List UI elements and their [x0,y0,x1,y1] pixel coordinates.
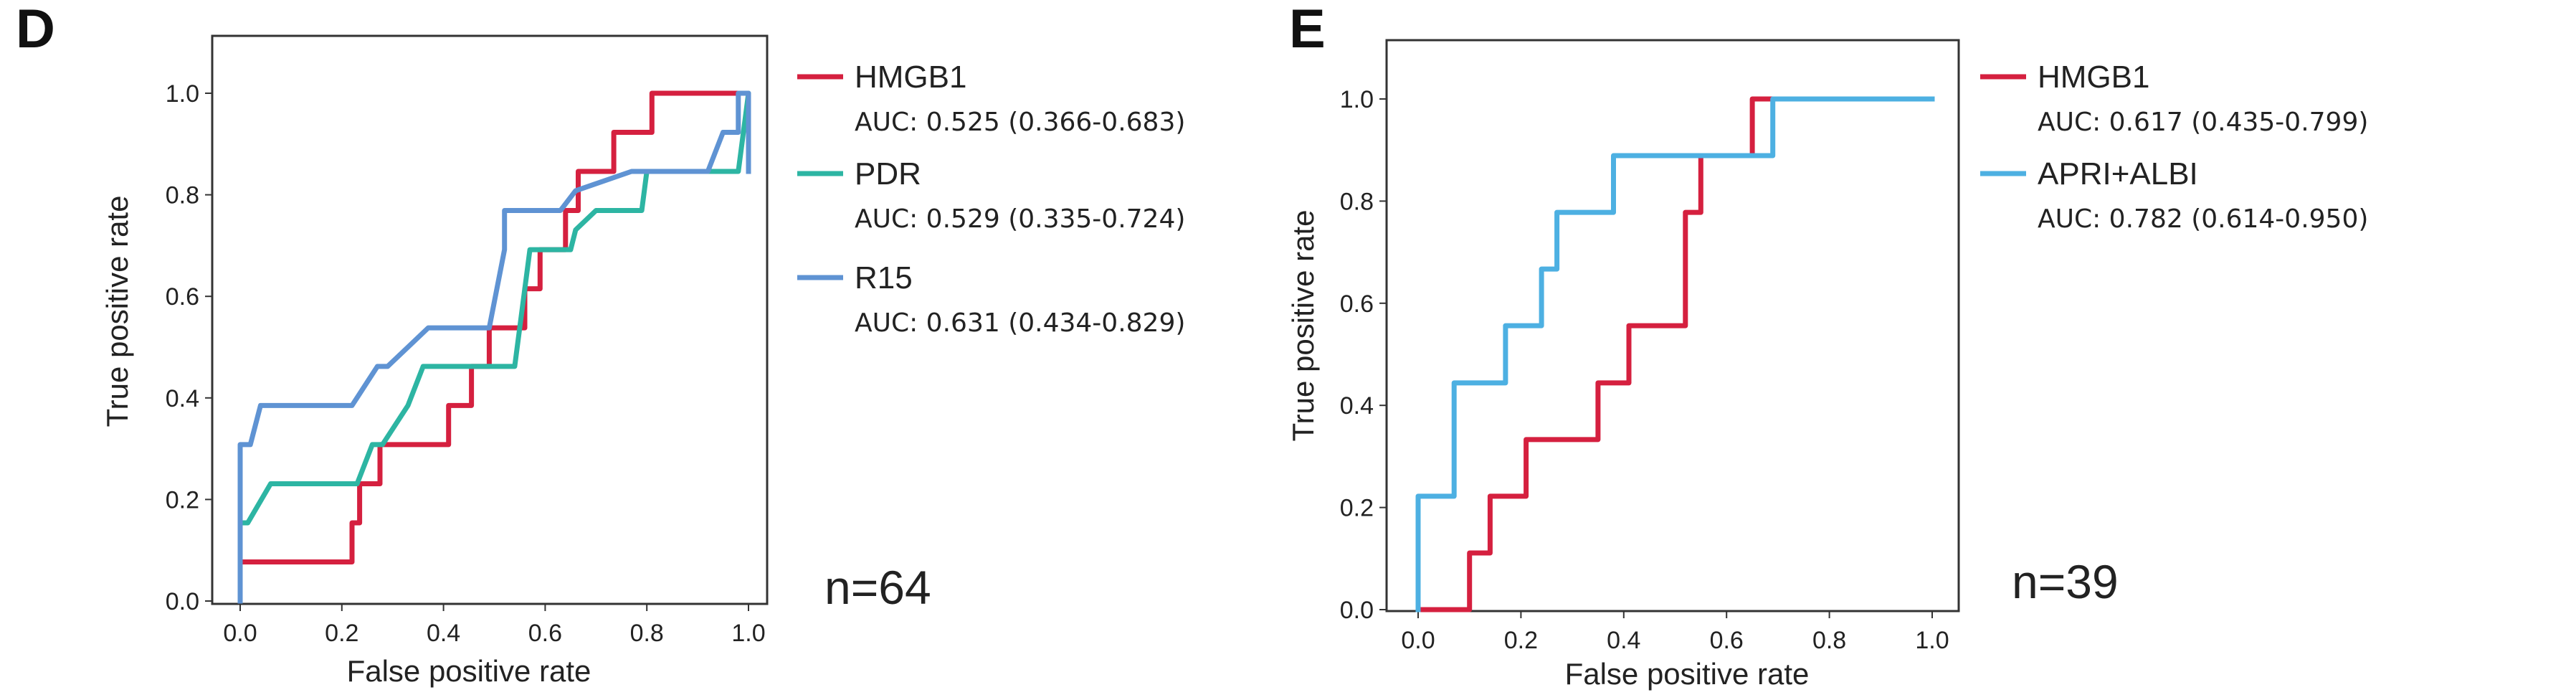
panel-e-roc-line-hmgb1 [1415,96,1935,612]
panel-d-series [237,90,751,604]
panel-label-e: E [1289,0,1326,60]
panel-e-x-tick-label: 0.4 [1607,627,1640,654]
panel-e-plot-frame [1385,39,1960,612]
legend-d-r15-auc: AUC: 0.631 (0.434-0.829) [855,308,1185,338]
panel-d-y-tick-label: 1.0 [166,80,199,108]
panel-d-y-tick-label: 0.6 [166,283,199,311]
panel-d-y-tick-label: 0.4 [166,385,199,412]
panel-e-y-tick-label: 0.2 [1340,495,1374,522]
panel-e-x-tick-label: 0.0 [1401,627,1435,654]
panel-e-sample-size: n=39 [2012,555,2119,608]
panel-d-y-axis-title: True positive rate [100,196,134,427]
legend-d-hmgb1-auc: AUC: 0.525 (0.366-0.683) [855,108,1185,137]
panel-e-y-tick-label: 1.0 [1340,86,1374,113]
panel-e-y-tick-label: 0.0 [1340,597,1374,624]
panel-e-roc-line-apri-albi [1415,96,1935,612]
legend-e-apri-albi-auc: AUC: 0.782 (0.614-0.950) [2038,204,2368,234]
panel-e-x-tick-label: 1.0 [1915,627,1949,654]
panel-d-ticks: 0.0 0.2 0.4 0.6 0.8 1.0 0.0 0.2 0.4 0.6 0.8 1.0 [166,80,766,647]
panel-d-y-tick-label: 0.2 [166,486,199,514]
panel-e-x-tick-label: 0.8 [1812,627,1846,654]
panel-d-x-tick-label: 0.0 [223,620,257,647]
panel-d-y-tick-label: 0.0 [166,588,199,615]
panel-d-x-tick-label: 1.0 [731,620,765,647]
panel-e-legend: HMGB1 AUC: 0.617 (0.435-0.799) APRI+ALBI… [1980,60,2368,234]
panel-d-roc-line-r15 [237,90,751,604]
legend-e-hmgb1-name: HMGB1 [2038,60,2149,95]
panel-e-ticks: 0.0 0.2 0.4 0.6 0.8 1.0 0.0 0.2 0.4 0.6 0.8 1.0 [1340,86,1949,654]
panel-d-legend: HMGB1 AUC: 0.525 (0.366-0.683) PDR AUC: … [797,60,1185,338]
panel-d-x-tick-label: 0.6 [528,620,562,647]
panel-d-y-tick-label: 0.8 [166,182,199,209]
panel-d: D 0.0 0.2 0.4 0.6 0.8 1.0 0.0 0.2 0.4 0.6 0.8 1.0 F… [16,0,1185,688]
panel-d-plot-frame [211,34,769,605]
legend-e-apri-albi-name: APRI+ALBI [2038,156,2198,191]
legend-e-hmgb1-auc: AUC: 0.617 (0.435-0.799) [2038,108,2368,137]
legend-d-hmgb1-name: HMGB1 [855,60,966,95]
panel-e: E 0.0 0.2 0.4 0.6 0.8 1.0 0.0 0.2 0.4 0.6 0.8 1.0 F… [1286,0,2368,691]
panel-e-x-tick-label: 0.6 [1710,627,1744,654]
panel-e-y-tick-label: 0.6 [1340,290,1374,318]
panel-e-x-axis-title: False positive rate [1565,657,1810,691]
panel-label-d: D [16,0,55,60]
panel-d-x-tick-label: 0.2 [325,620,358,647]
legend-d-pdr-name: PDR [855,156,921,191]
panel-e-y-tick-label: 0.8 [1340,188,1374,215]
panel-e-y-axis-title: True positive rate [1286,210,1320,442]
panel-d-sample-size: n=64 [824,561,931,614]
panel-e-series [1415,96,1935,612]
legend-d-pdr-auc: AUC: 0.529 (0.335-0.724) [855,204,1185,234]
panel-d-x-tick-label: 0.8 [630,620,664,647]
panel-e-y-tick-label: 0.4 [1340,392,1374,420]
panel-d-x-tick-label: 0.4 [427,620,460,647]
panel-d-x-axis-title: False positive rate [347,654,591,688]
legend-d-r15-name: R15 [855,260,913,295]
panel-e-x-tick-label: 0.2 [1504,627,1538,654]
panel-d-roc-line-pdr [237,90,751,604]
